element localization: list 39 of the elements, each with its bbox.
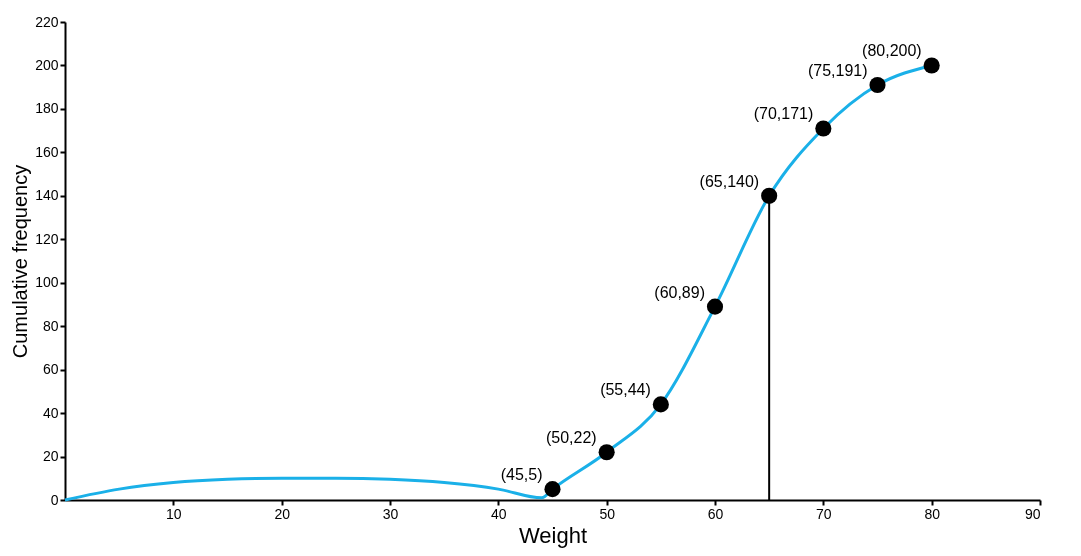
x-tick-label: 60: [707, 505, 724, 522]
x-tick-label: 80: [924, 505, 941, 522]
x-tick-label: 30: [382, 505, 399, 522]
point: [706, 298, 724, 315]
y-tick-label: 0: [50, 491, 59, 508]
x-axis-title: Weight: [518, 522, 588, 548]
y-tick-label: 180: [35, 100, 59, 117]
annotation: (70,171): [753, 105, 814, 123]
x-tick-label: 50: [599, 505, 616, 522]
y-tick-label: 220: [35, 13, 59, 30]
y-tick-label: 160: [35, 143, 59, 160]
annotation: (50,22): [545, 429, 597, 447]
point: [923, 57, 940, 74]
x-tick-label: 20: [274, 505, 291, 522]
y-axis-title: Cumulative frequency: [9, 164, 32, 359]
annotation: (45,5): [500, 466, 543, 484]
point: [869, 76, 886, 94]
point: [544, 481, 561, 498]
y-tick-label: 200: [35, 56, 59, 73]
annotation: (60,89): [654, 283, 705, 301]
y-tick-label: 20: [42, 448, 59, 465]
point: [761, 187, 778, 204]
x-tick-label: 90: [1024, 505, 1041, 522]
x-tick-label: 70: [816, 505, 832, 522]
annotation: (55,44): [600, 381, 651, 399]
y-tick-label: 140: [35, 187, 59, 204]
y-tick-label: 120: [35, 230, 59, 247]
y-tick-label: 60: [42, 361, 59, 378]
y-tick-label: 40: [42, 404, 59, 421]
annotation: (65,140): [699, 172, 760, 190]
annotation: (75,191): [807, 62, 868, 80]
point: [815, 120, 832, 137]
x-tick-label: 10: [166, 505, 182, 522]
x-tick-label: 40: [491, 505, 507, 522]
y-tick-label: 100: [35, 274, 59, 291]
annotation: (80,200): [862, 42, 922, 60]
y-tick-label: 80: [42, 317, 59, 334]
point: [652, 396, 669, 413]
point: [598, 444, 615, 461]
